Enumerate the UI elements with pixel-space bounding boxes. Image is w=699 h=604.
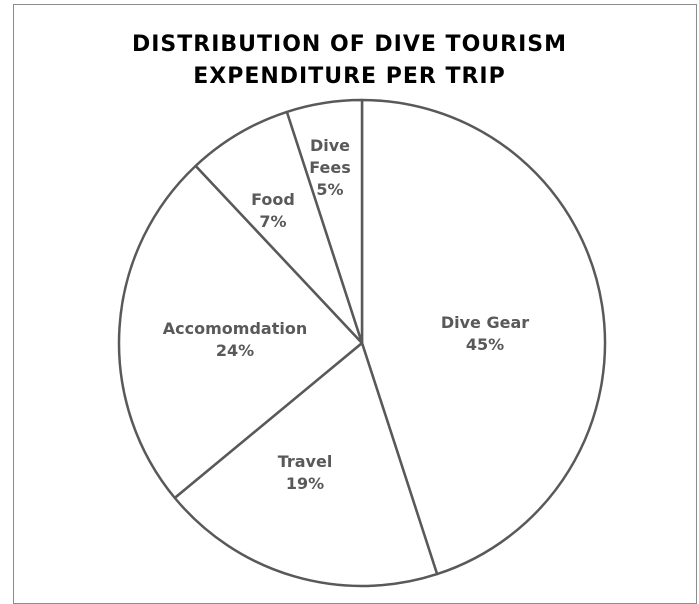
pie-slice-accomomdation — [117, 164, 364, 500]
pie-slice-dive-gear — [360, 98, 607, 576]
pie-label-food: Food 7% — [251, 190, 295, 231]
pie-labels: Dive Gear 45% Travel 19% Accomomdation 24% Foo… — [163, 136, 529, 493]
chart-title-line-2: EXPENDITURE PER TRIP — [193, 64, 506, 89]
pie-slice-dive-fees — [285, 98, 364, 345]
chart-title-line-1: DISTRIBUTION OF DIVE TOURISM — [131, 32, 567, 57]
pie-label-dive-fees: Dive Fees 5% — [309, 136, 351, 199]
pie-label-dive-gear: Dive Gear 45% — [441, 313, 529, 354]
pie-label-accomomdation: Accomomdation 24% — [163, 319, 307, 360]
pie-slice-travel — [173, 341, 439, 588]
pie-slice-food — [194, 110, 364, 345]
pie-label-travel: Travel 19% — [278, 452, 333, 493]
pie-chart: Dive Gear 45% Travel 19% Accomomdation 24% Foo… — [117, 98, 607, 588]
pie-slices — [117, 98, 607, 588]
